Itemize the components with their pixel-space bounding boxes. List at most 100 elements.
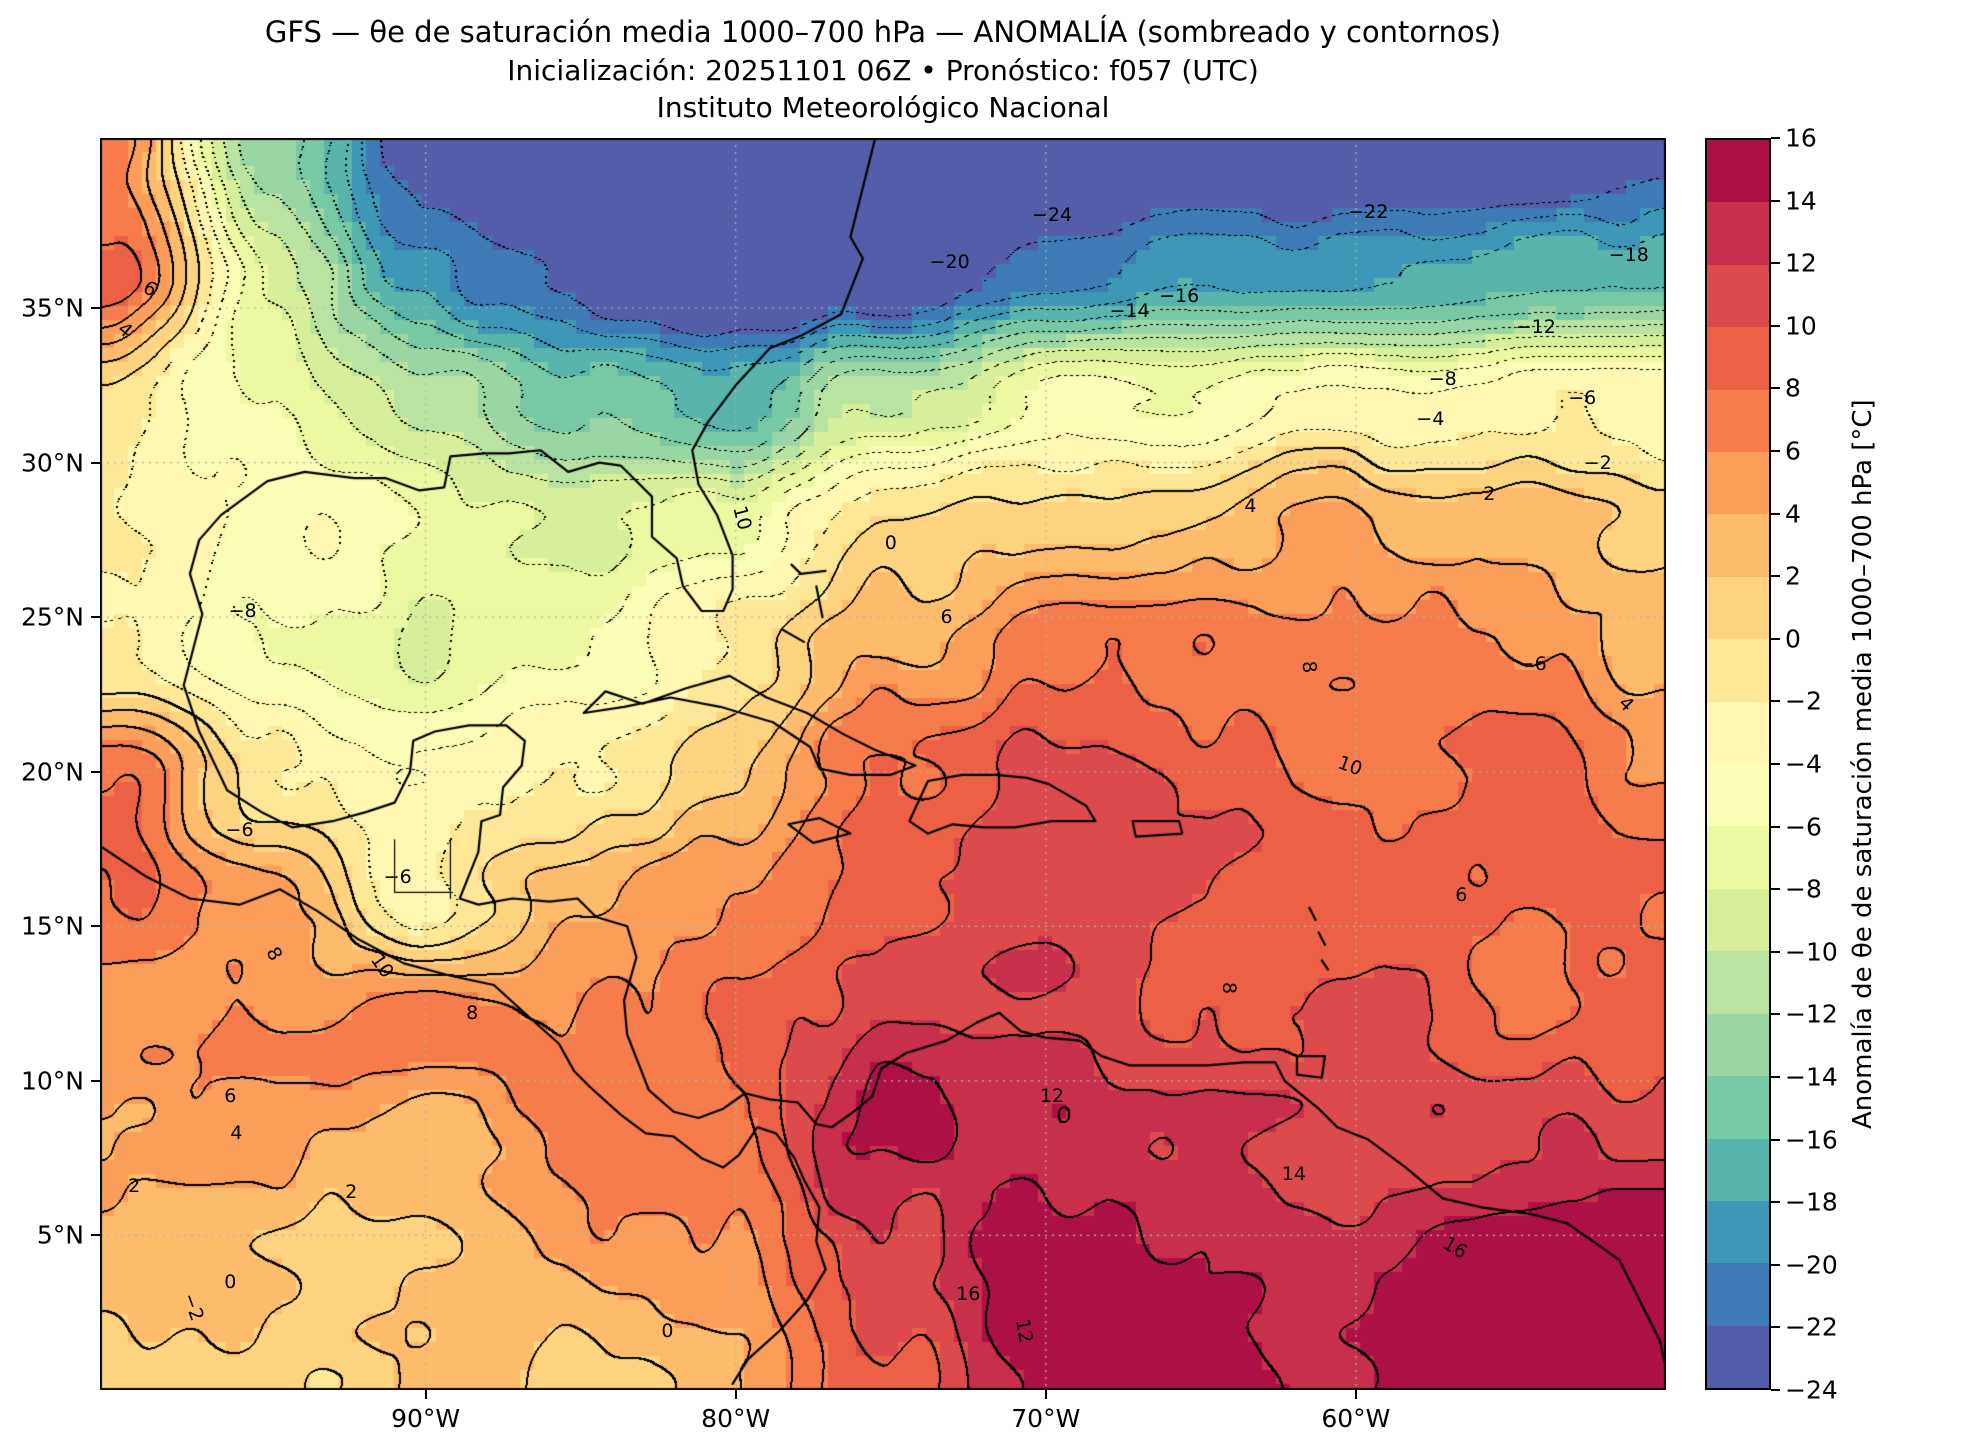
colorbar-cell: [1707, 1013, 1769, 1077]
colorbar-tick-label: −14: [1785, 1062, 1838, 1092]
x-axis-tick-mark: [424, 1390, 427, 1399]
colorbar-tick-mark: [1771, 1013, 1780, 1016]
colorbar-tick-mark: [1771, 1138, 1780, 1141]
colorbar-tick-mark: [1771, 324, 1780, 327]
colorbar-tick-mark: [1771, 450, 1780, 452]
colorbar-tick-mark: [1771, 387, 1780, 390]
colorbar-cell: [1707, 888, 1769, 952]
contour-label: 12: [1039, 1085, 1065, 1108]
contour-label: −6: [383, 865, 412, 888]
colorbar-tick-label: 8: [1785, 373, 1801, 403]
colorbar-cell: [1707, 951, 1769, 1014]
colorbar: [1705, 138, 1771, 1390]
contour-label: 6: [1455, 884, 1468, 907]
colorbar-cell: [1707, 1138, 1769, 1201]
colorbar-tick-mark: [1771, 262, 1780, 265]
colorbar-tick-label: −18: [1785, 1187, 1838, 1217]
colorbar-tick-mark: [1771, 1389, 1780, 1391]
chart-institution: Instituto Meteorológico Nacional: [656, 91, 1110, 124]
y-axis-tick-label: 5°N: [36, 1220, 84, 1250]
colorbar-cell: [1707, 389, 1769, 453]
contour-label: 8: [1217, 982, 1240, 995]
contour-label: 6: [940, 606, 953, 629]
title-block: GFS — θe de saturación media 1000–700 hP…: [100, 12, 1666, 126]
contour-label: −6: [1518, 652, 1547, 675]
y-axis-tick-mark: [91, 770, 100, 773]
colorbar-cell: [1707, 1200, 1769, 1264]
colorbar-tick-mark: [1771, 888, 1780, 891]
y-axis-tick-label: 30°N: [20, 448, 84, 478]
colorbar-tick-label: −10: [1785, 937, 1838, 967]
contour-label: −6: [225, 819, 254, 842]
x-axis-tick-label: 80°W: [701, 1404, 771, 1433]
contour-label: −6: [1568, 386, 1597, 409]
colorbar-tick-label: −24: [1785, 1375, 1838, 1405]
colorbar-cell: [1707, 1325, 1769, 1389]
contour-label: −20: [929, 250, 970, 273]
y-axis-tick-label: 10°N: [20, 1066, 84, 1096]
colorbar-cell: [1707, 264, 1769, 328]
contour-label: 16: [956, 1283, 981, 1306]
y-axis-tick-mark: [91, 925, 100, 928]
contour-label: 2: [128, 1174, 141, 1197]
colorbar-cell: [1707, 140, 1769, 203]
colorbar-tick-label: 0: [1785, 624, 1801, 654]
x-axis-tick-mark: [1044, 1390, 1047, 1399]
colorbar-tick-label: −6: [1785, 812, 1822, 842]
colorbar-cell: [1707, 826, 1769, 889]
colorbar-tick-mark: [1771, 700, 1780, 703]
contour-label: −18: [1608, 244, 1649, 267]
x-axis-tick-mark: [734, 1390, 737, 1399]
colorbar-label: Anomalía de θe de saturación media 1000–…: [1848, 399, 1878, 1129]
contour-label: −8: [1428, 368, 1457, 391]
contour-label: −16: [1159, 284, 1200, 307]
y-axis-tick-mark: [91, 1079, 100, 1082]
colorbar-tick-label: −22: [1785, 1312, 1838, 1342]
colorbar-tick-mark: [1771, 637, 1780, 640]
contour-label: −2: [1583, 451, 1612, 474]
y-axis-tick-label: 15°N: [20, 911, 84, 941]
y-axis-tick-mark: [91, 461, 100, 464]
chart-title: GFS — θe de saturación media 1000–700 hP…: [264, 15, 1502, 49]
colorbar-tick-label: 10: [1785, 311, 1817, 341]
colorbar-tick-mark: [1771, 137, 1780, 139]
contour-label: −22: [1348, 201, 1389, 224]
contour-label: 8: [1297, 659, 1321, 674]
colorbar-tick-label: −2: [1785, 686, 1822, 716]
colorbar-tick-label: 4: [1785, 499, 1801, 529]
colorbar-tick-label: 2: [1785, 561, 1801, 591]
colorbar-tick-mark: [1771, 825, 1780, 828]
contour-label: 14: [1281, 1162, 1306, 1185]
y-axis-tick-mark: [91, 307, 100, 310]
y-axis-tick-label: 25°N: [20, 602, 84, 632]
colorbar-cell: [1707, 1076, 1769, 1139]
colorbar-tick-label: 14: [1785, 186, 1817, 216]
contour-label: −8: [228, 599, 257, 622]
colorbar-cell: [1707, 701, 1769, 765]
contour-label: −14: [1109, 300, 1150, 323]
contour-label: 4: [230, 1122, 243, 1145]
contour-label: −24: [1031, 204, 1073, 227]
contour-label: −12: [1515, 315, 1556, 338]
colorbar-tick-mark: [1771, 1326, 1780, 1329]
contour-label: 4: [1244, 494, 1257, 517]
colorbar-tick-mark: [1771, 1201, 1780, 1204]
x-axis-tick-label: 70°W: [1011, 1404, 1081, 1433]
colorbar-tick-label: 6: [1785, 436, 1801, 466]
anomaly-map-canvas: [100, 138, 1666, 1390]
colorbar-tick-label: 16: [1785, 123, 1817, 153]
chart-subtitle: Inicialización: 20251101 06Z • Pronóstic…: [507, 54, 1259, 87]
x-axis-tick-mark: [1354, 1390, 1357, 1399]
y-axis-tick-label: 35°N: [20, 293, 84, 323]
colorbar-tick-mark: [1771, 950, 1780, 953]
colorbar-tick-label: −20: [1785, 1250, 1838, 1280]
colorbar-tick-mark: [1771, 199, 1780, 202]
contour-label: 0: [661, 1320, 674, 1343]
colorbar-cell: [1707, 327, 1769, 390]
contour-label: 0: [884, 531, 897, 554]
colorbar-tick-mark: [1771, 1263, 1780, 1266]
colorbar-cell: [1707, 639, 1769, 702]
y-axis-tick-label: 20°N: [20, 757, 84, 787]
colorbar-tick-mark: [1771, 1076, 1780, 1078]
